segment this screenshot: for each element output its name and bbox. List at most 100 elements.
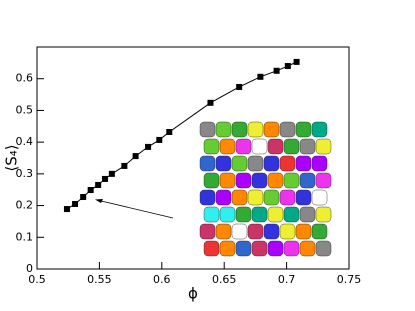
cube [203,138,220,155]
cube [283,206,300,223]
point [80,194,87,201]
cube [263,155,280,172]
point [166,128,173,135]
cube [315,138,332,155]
cube [315,240,332,257]
cube [295,223,312,240]
cube [283,138,300,155]
cube [231,189,248,206]
y-tick-label: 0.6 [16,72,34,85]
x-axis-title: ϕ [188,285,198,303]
cube [283,172,300,189]
cube [215,189,232,206]
point [102,175,109,182]
cube [235,206,252,223]
cube [235,138,252,155]
point [284,63,291,70]
cube [267,206,284,223]
cube [219,240,236,257]
cube [203,240,220,257]
point [72,200,79,207]
cube [315,206,332,223]
cube [219,138,236,155]
cube [215,223,232,240]
cube [219,206,236,223]
plot-frame [36,46,350,270]
cube [251,206,268,223]
cube [247,121,264,138]
point [95,181,102,188]
cube [247,223,264,240]
point [293,58,300,65]
point [257,73,264,80]
x-tick-label: 0.6 [153,273,171,286]
cube [231,223,248,240]
point [132,153,139,160]
cube [231,155,248,172]
arrow-head [95,199,103,203]
cube [199,121,216,138]
point [145,143,152,150]
cube [299,138,316,155]
cube [235,240,252,257]
cube [283,240,300,257]
x-tick-label: 0.55 [87,273,112,286]
cube [263,121,280,138]
cube [231,121,248,138]
cube [199,223,216,240]
cube [199,155,216,172]
point [207,99,214,106]
point [236,83,243,90]
cube [263,189,280,206]
cube [235,172,252,189]
point [273,67,280,74]
point [63,206,70,213]
y-tick-label: 0 [26,262,33,275]
point [87,187,94,194]
cube [251,172,268,189]
cube [251,240,268,257]
cube [299,206,316,223]
cube [311,155,328,172]
cube [247,189,264,206]
cube [315,172,332,189]
y-tick-label: 0.1 [16,230,34,243]
cube [299,240,316,257]
x-tick-label: 0.65 [212,273,237,286]
cube [279,189,296,206]
cube [215,121,232,138]
cube [203,206,220,223]
cube [295,189,312,206]
inset-image [199,121,332,257]
cube [263,223,280,240]
cube [311,121,328,138]
x-tick-label: 0.75 [337,273,362,286]
arrow [96,199,174,219]
y-axis-title: ⟨S₄⟩ [3,144,21,171]
cube [247,155,264,172]
point [108,170,115,177]
point [121,162,128,169]
cube [267,172,284,189]
cube [219,172,236,189]
cube [311,223,328,240]
cube [251,138,268,155]
cube [279,223,296,240]
cube [279,155,296,172]
x-tick-label: 0.7 [278,273,296,286]
point [156,136,163,143]
cube [299,172,316,189]
cube [267,138,284,155]
cube [311,189,328,206]
cube [279,121,296,138]
cube [199,189,216,206]
cube [203,172,220,189]
x-tick-label: 0.5 [28,273,46,286]
y-tick-label: 0.2 [16,199,34,212]
y-tick-label: 0.4 [16,135,34,148]
y-tick-label: 0.5 [16,103,34,116]
cube [215,155,232,172]
cube [295,121,312,138]
y-tick-label: 0.3 [16,167,34,180]
